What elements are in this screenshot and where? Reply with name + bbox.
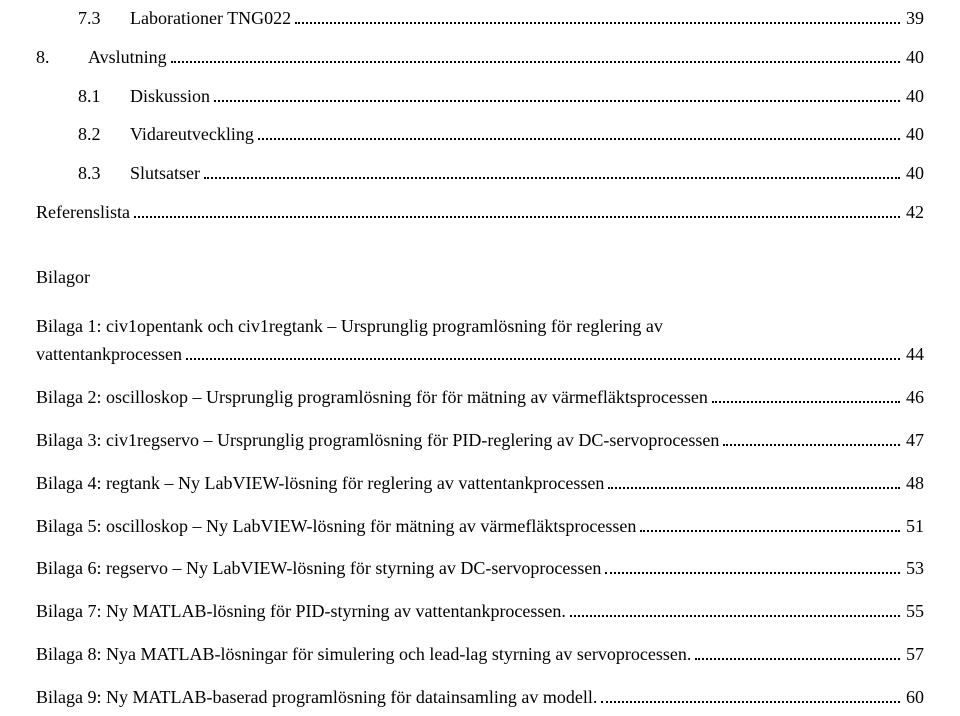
toc-page: 53 [904,554,924,583]
toc-title: Bilaga 6: regservo – Ny LabVIEW-lösning … [36,554,601,583]
toc-leader [134,216,900,218]
toc-leader [723,444,900,446]
toc-entry: Bilaga 8: Nya MATLAB-lösningar för simul… [36,640,924,669]
toc-leader [605,572,900,574]
toc-page: 44 [904,340,924,369]
toc-number: 8.1 [78,82,130,111]
toc-entry: Referenslista 42 [36,198,924,227]
toc-page: 55 [904,597,924,626]
toc-number: 8. [36,43,88,72]
toc-leader [608,487,900,489]
toc-leader [295,22,900,24]
toc-leader [570,615,900,617]
toc-page: 40 [904,159,924,188]
toc-number: 8.3 [78,159,130,188]
toc-entry: Bilaga 2: oscilloskop – Ursprunglig prog… [36,383,924,412]
toc-entry: 8. Avslutning 40 [36,43,924,72]
toc-entry: Bilaga 1: civ1opentank och civ1regtank –… [36,312,924,370]
toc-leader [695,658,900,660]
toc-title: Bilaga 5: oscilloskop – Ny LabVIEW-lösni… [36,512,636,541]
toc-page: 46 [904,383,924,412]
toc-leader [601,701,900,703]
toc-page: 40 [904,120,924,149]
toc-title: Diskussion [130,82,210,111]
toc-page: 60 [904,683,924,712]
toc-entry: Bilaga 7: Ny MATLAB-lösning för PID-styr… [36,597,924,626]
toc-entry: Bilaga 3: civ1regservo – Ursprunglig pro… [36,426,924,455]
toc-title: Referenslista [36,198,130,227]
toc-page: 47 [904,426,924,455]
toc-number: 7.3 [78,4,130,33]
appendices-heading: Bilagor [36,263,924,292]
toc-entry: Bilaga 6: regservo – Ny LabVIEW-lösning … [36,554,924,583]
toc-leader [640,530,900,532]
toc-entry: Bilaga 4: regtank – Ny LabVIEW-lösning f… [36,469,924,498]
toc-entry: 8.3 Slutsatser 40 [36,159,924,188]
toc-entry: 8.2 Vidareutveckling 40 [36,120,924,149]
toc-title: Bilaga 8: Nya MATLAB-lösningar för simul… [36,640,691,669]
toc-title: Avslutning [88,43,167,72]
toc-leader [186,358,900,360]
toc-entry: 8.1 Diskussion 40 [36,82,924,111]
toc-page: 51 [904,512,924,541]
toc-number: 8.2 [78,120,130,149]
toc-title: Bilaga 3: civ1regservo – Ursprunglig pro… [36,426,719,455]
toc-page: 42 [904,198,924,227]
toc-leader [712,401,900,403]
toc-title: Slutsatser [130,159,200,188]
toc-entry: Bilaga 9: Ny MATLAB-baserad programlösni… [36,683,924,712]
toc-title-cont: vattentankprocessen [36,340,182,369]
toc-title: Bilaga 7: Ny MATLAB-lösning för PID-styr… [36,597,566,626]
toc-leader [204,177,900,179]
toc-page: 57 [904,640,924,669]
toc-page: 40 [904,43,924,72]
toc-title: Vidareutveckling [130,120,254,149]
toc-page: 48 [904,469,924,498]
toc-leader [171,61,900,63]
toc-title: Bilaga 2: oscilloskop – Ursprunglig prog… [36,383,708,412]
toc-page: 40 [904,82,924,111]
toc-title: Laborationer TNG022 [130,4,291,33]
toc-leader [258,138,900,140]
toc-leader [214,100,900,102]
appendices-list: Bilaga 1: civ1opentank och civ1regtank –… [36,312,924,712]
toc-page: 39 [904,4,924,33]
toc-title: Bilaga 9: Ny MATLAB-baserad programlösni… [36,683,597,712]
toc-entry: Bilaga 5: oscilloskop – Ny LabVIEW-lösni… [36,512,924,541]
toc-title: Bilaga 1: civ1opentank och civ1regtank –… [36,312,924,341]
toc-entry: 7.3 Laborationer TNG022 39 [36,4,924,33]
toc-title: Bilaga 4: regtank – Ny LabVIEW-lösning f… [36,469,604,498]
